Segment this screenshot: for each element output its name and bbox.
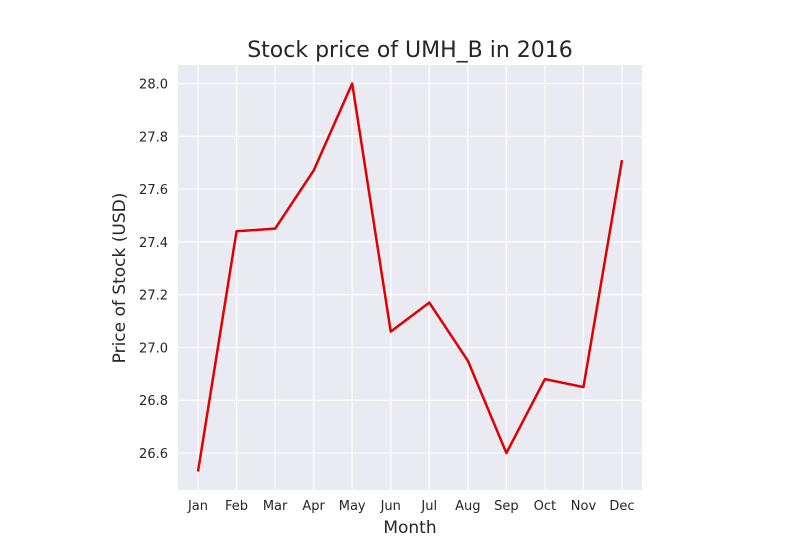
x-tick-label: Jun: [380, 499, 401, 514]
y-tick-label: 26.8: [139, 394, 168, 409]
x-tick-labels: Jan Feb Mar Apr May Jun Jul Aug Sep Oct Nov Dec: [187, 499, 635, 514]
x-tick-label: Feb: [225, 499, 248, 514]
series-line: [196, 82, 624, 472]
x-axis-label: Month: [383, 518, 436, 538]
chart-title: Stock price of UMH_B in 2016: [247, 38, 573, 63]
x-tick-label: Jan: [187, 499, 208, 514]
y-axis-label: Price of Stock (USD): [110, 193, 130, 364]
x-tick-label: Nov: [571, 499, 597, 514]
y-tick-label: 27.6: [139, 183, 168, 198]
y-tick-label: 27.2: [139, 289, 168, 304]
y-tick-label: 27.4: [139, 236, 168, 251]
y-tick-labels: 26.6 26.8 27.0 27.2 27.4 27.6 27.8 28.0: [139, 77, 168, 462]
x-tick-label: May: [339, 499, 366, 514]
y-tick-label: 27.8: [139, 130, 168, 145]
x-tick-label: Sep: [494, 499, 519, 514]
x-tick-label: Apr: [302, 499, 325, 514]
y-tick-label: 27.0: [139, 341, 168, 356]
x-tick-label: Oct: [534, 499, 556, 514]
grid-lines: [178, 65, 642, 490]
x-tick-label: Aug: [455, 499, 480, 514]
x-tick-label: Dec: [609, 499, 634, 514]
y-tick-label: 26.6: [139, 447, 168, 462]
plot-area: [178, 65, 642, 490]
x-tick-label: Mar: [263, 499, 288, 514]
y-tick-label: 28.0: [139, 77, 168, 92]
x-tick-label: Jul: [420, 499, 437, 514]
